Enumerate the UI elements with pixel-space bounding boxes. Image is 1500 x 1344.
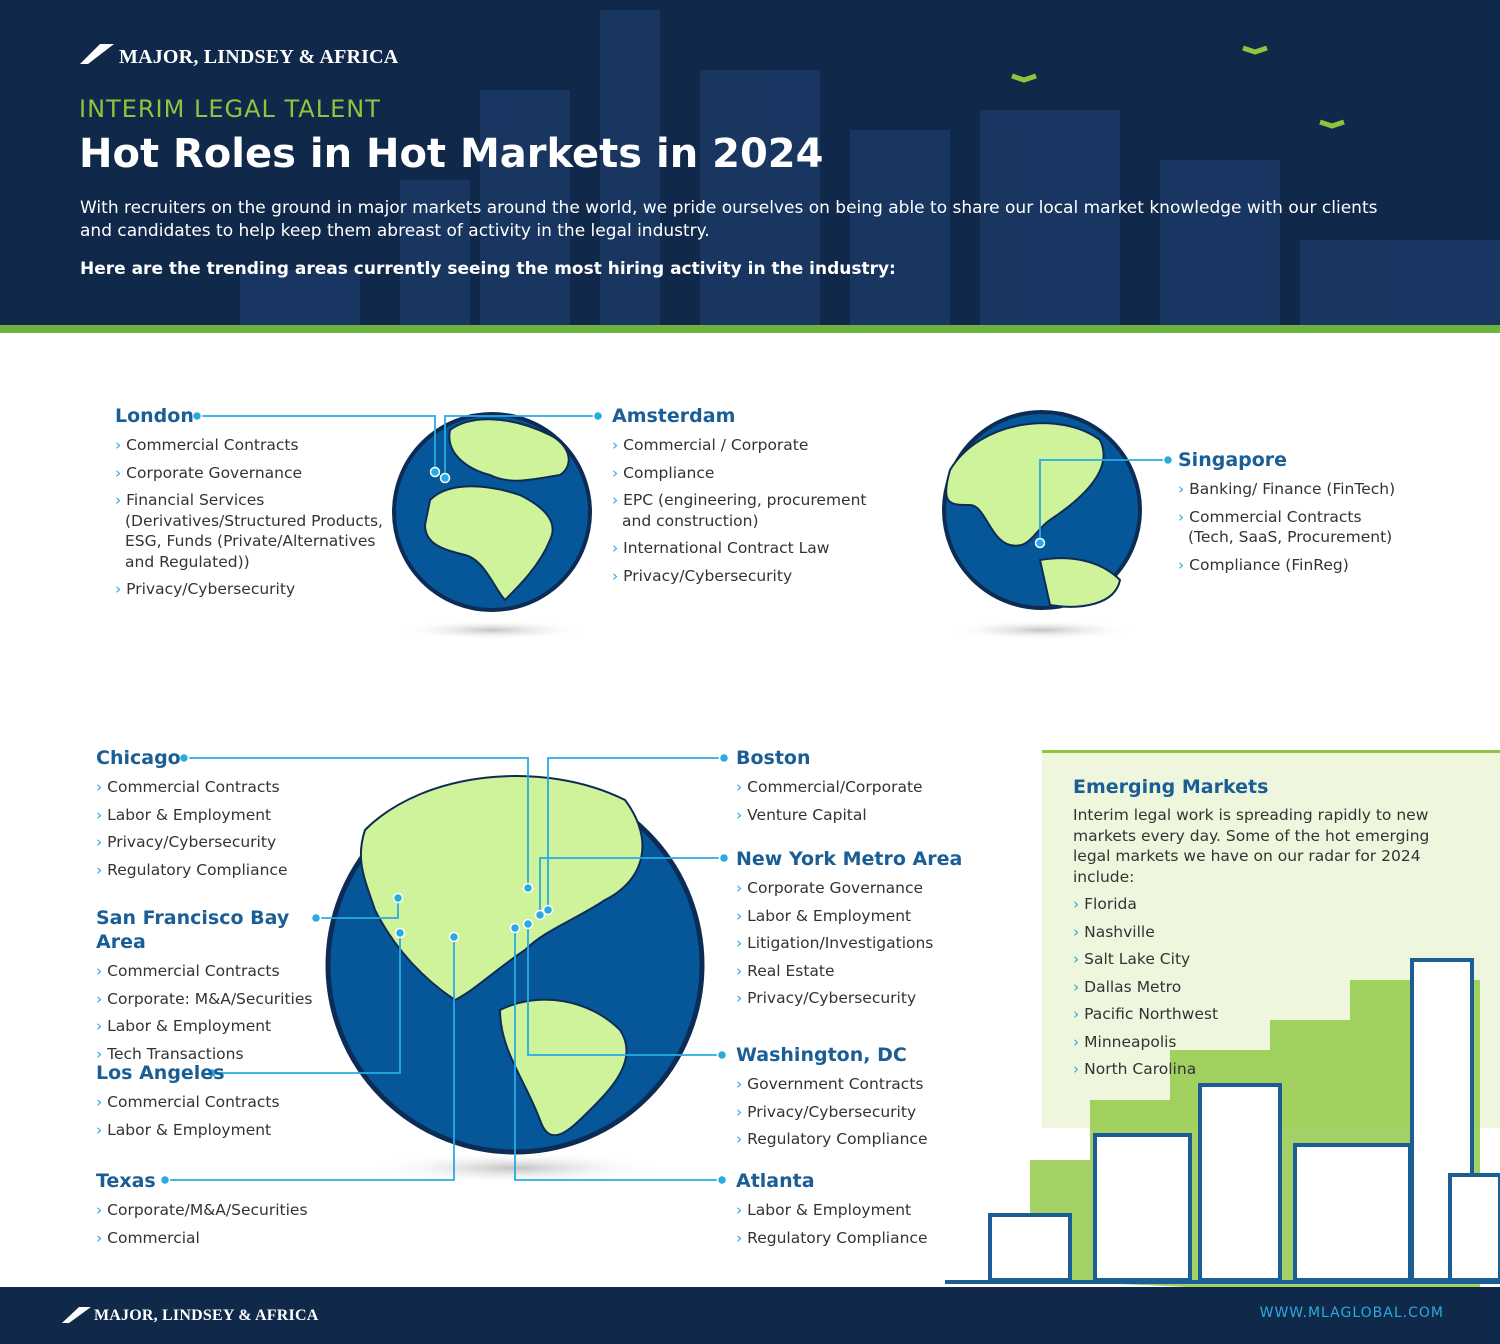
role: Regulatory Compliance — [736, 1129, 976, 1150]
role: Compliance — [612, 463, 872, 484]
role: Corporate: M&A/Securities — [96, 989, 336, 1010]
role: Commercial Contracts — [96, 1092, 336, 1113]
market: Singapore Banking/ Finance (FinTech) Comme… — [1178, 448, 1408, 575]
role: Commercial — [96, 1228, 336, 1249]
role-list: Commercial / Corporate Compliance EPC (eng… — [612, 435, 872, 586]
market-name: Singapore — [1178, 449, 1288, 471]
role: Corporate Governance — [736, 878, 976, 899]
role: Financial Services (Derivatives/Structur… — [115, 490, 385, 572]
role: Privacy/Cybersecurity — [736, 988, 976, 1009]
role: Labor & Employment — [96, 1120, 336, 1141]
market-name: Chicago — [96, 747, 181, 769]
role: Government Contracts — [736, 1074, 976, 1095]
kicker: INTERIM LEGAL TALENT — [79, 95, 381, 123]
emerging-market: Dallas Metro — [1073, 977, 1463, 998]
intro: With recruiters on the ground in major m… — [80, 198, 1378, 241]
role: Commercial Contracts — [96, 961, 336, 982]
emerging-list: Florida Nashville Salt Lake City Dallas Met… — [1073, 894, 1463, 1080]
market: Amsterdam Commercial / Corporate Complianc… — [612, 404, 872, 586]
emerging-market: Pacific Northwest — [1073, 1004, 1463, 1025]
logo-icon — [62, 1307, 91, 1323]
header: MAJOR, LINDSEY & AFRICA INTERIM LEGAL TA… — [0, 0, 1500, 325]
role: Tech Transactions — [96, 1044, 336, 1065]
emerging-title: Emerging Markets — [1073, 776, 1269, 798]
emerging-market: North Carolina — [1073, 1059, 1463, 1080]
lead: Here are the trending areas currently se… — [80, 259, 896, 279]
role: Labor & Employment — [96, 805, 336, 826]
role: Commercial/Corporate — [736, 777, 976, 798]
role: Regulatory Compliance — [96, 860, 336, 881]
role: Corporate/M&A/Securities — [96, 1200, 336, 1221]
role-list: Commercial Contracts Labor & Employment — [96, 1092, 336, 1140]
role: Corporate Governance — [115, 463, 385, 484]
role-list: Corporate Governance Labor & Employment Li… — [736, 878, 976, 1009]
market: New York Metro Area Corporate Governance L… — [736, 847, 976, 1009]
market-name: London — [115, 405, 194, 427]
skyline-bg — [240, 10, 1500, 325]
role: Litigation/Investigations — [736, 933, 976, 954]
market-name: Los Angeles — [96, 1062, 225, 1084]
role: Regulatory Compliance — [736, 1228, 976, 1249]
emerging-market: Minneapolis — [1073, 1032, 1463, 1053]
title: Hot Roles in Hot Markets in 2024 — [79, 131, 824, 177]
role: Banking/ Finance (FinTech) — [1178, 479, 1408, 500]
role: Labor & Employment — [96, 1016, 336, 1037]
logo-icon — [80, 44, 114, 64]
market: Los Angeles Commercial Contracts Labor & E… — [96, 1061, 336, 1140]
role-list: Corporate/M&A/Securities Commercial — [96, 1200, 336, 1248]
emerging-text: Interim legal work is spreading rapidly … — [1073, 806, 1430, 886]
market-name: Washington, DC — [736, 1044, 907, 1066]
role: Privacy/Cybersecurity — [115, 579, 385, 600]
role: Commercial / Corporate — [612, 435, 872, 456]
footer-brand: MAJOR, LINDSEY & AFRICA — [94, 1307, 319, 1324]
role: Commercial Contracts — [115, 435, 385, 456]
emerging-market: Salt Lake City — [1073, 949, 1463, 970]
market: Texas Corporate/M&A/Securities Commercial — [96, 1169, 336, 1248]
role: Labor & Employment — [736, 1200, 976, 1221]
market-name: New York Metro Area — [736, 848, 963, 870]
role-list: Commercial Contracts Labor & Employment Pr… — [96, 777, 336, 880]
role-list: Government Contracts Privacy/Cybersecurit… — [736, 1074, 976, 1150]
role: Privacy/Cybersecurity — [736, 1102, 976, 1123]
role-list: Commercial Contracts Corporate: M&A/Secur… — [96, 961, 336, 1064]
footer: MAJOR, LINDSEY & AFRICA — [0, 1287, 1500, 1344]
role: Compliance (FinReg) — [1178, 555, 1408, 576]
market: Atlanta Labor & Employment Regulatory Comp… — [736, 1169, 976, 1248]
role: International Contract Law — [612, 538, 872, 559]
role: Privacy/Cybersecurity — [612, 566, 872, 587]
role-list: Banking/ Finance (FinTech) Commercial Con… — [1178, 479, 1408, 575]
market: London Commercial Contracts Corporate Gove… — [115, 404, 385, 600]
market-name: Boston — [736, 747, 811, 769]
role: Labor & Employment — [736, 906, 976, 927]
role-list: Commercial/Corporate Venture Capital — [736, 777, 976, 825]
market-name: Amsterdam — [612, 405, 736, 427]
market: Washington, DC Government Contracts Privac… — [736, 1043, 976, 1150]
market: Boston Commercial/Corporate Venture Capita… — [736, 746, 976, 825]
role: Venture Capital — [736, 805, 976, 826]
role-list: Labor & Employment Regulatory Compliance — [736, 1200, 976, 1248]
market-name: Texas — [96, 1170, 156, 1192]
brand: MAJOR, LINDSEY & AFRICA — [119, 46, 399, 68]
role: Real Estate — [736, 961, 976, 982]
emerging-market: Nashville — [1073, 922, 1463, 943]
role: Commercial Contracts (Tech, SaaS, Procur… — [1178, 507, 1408, 548]
emerging-markets: Emerging Markets Interim legal work is s… — [1073, 775, 1463, 1080]
role: Commercial Contracts — [96, 777, 336, 798]
role: Privacy/Cybersecurity — [96, 832, 336, 853]
market-name: San Francisco Bay Area — [96, 907, 290, 953]
market-name: Atlanta — [736, 1170, 815, 1192]
role-list: Commercial Contracts Corporate Governance… — [115, 435, 385, 600]
accent-strip — [0, 325, 1500, 333]
role: EPC (engineering, procurement and constr… — [612, 490, 872, 531]
emerging-market: Florida — [1073, 894, 1463, 915]
market: San Francisco Bay Area Commercial Contrac… — [96, 906, 336, 1064]
footer-url: WWW.MLAGLOBAL.COM — [1259, 1305, 1444, 1321]
market: Chicago Commercial Contracts Labor & Emplo… — [96, 746, 336, 880]
